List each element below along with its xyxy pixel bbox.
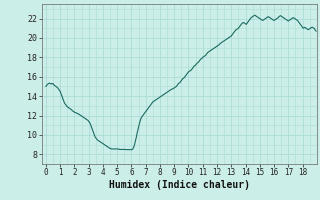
X-axis label: Humidex (Indice chaleur): Humidex (Indice chaleur) <box>109 180 250 190</box>
